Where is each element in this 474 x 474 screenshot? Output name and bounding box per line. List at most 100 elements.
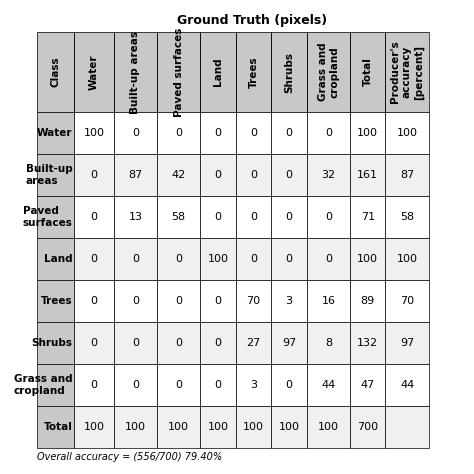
Bar	[37, 364, 74, 406]
Bar	[385, 154, 428, 196]
Bar	[307, 238, 350, 280]
Text: Trees: Trees	[248, 56, 258, 88]
Text: 132: 132	[357, 338, 378, 348]
Text: 0: 0	[175, 380, 182, 390]
Bar	[350, 280, 385, 322]
Bar	[236, 196, 271, 238]
Text: Total: Total	[363, 57, 373, 86]
Text: 0: 0	[325, 254, 332, 264]
Bar	[201, 154, 236, 196]
Bar	[271, 112, 307, 154]
Text: Grass and
cropland: Grass and cropland	[14, 374, 73, 396]
Text: 0: 0	[91, 170, 98, 180]
Bar	[385, 322, 428, 364]
Bar	[201, 32, 236, 112]
Bar	[74, 238, 114, 280]
Text: 100: 100	[397, 254, 418, 264]
Text: 0: 0	[285, 254, 292, 264]
Text: 0: 0	[132, 338, 139, 348]
Bar	[236, 364, 271, 406]
Bar	[350, 32, 385, 112]
Text: Ground Truth (pixels): Ground Truth (pixels)	[176, 14, 327, 27]
Bar	[201, 112, 236, 154]
Bar	[201, 406, 236, 448]
Bar	[74, 196, 114, 238]
Text: Overall accuracy = (556/700) 79.40%: Overall accuracy = (556/700) 79.40%	[37, 452, 222, 462]
Text: 100: 100	[357, 254, 378, 264]
Text: 0: 0	[91, 380, 98, 390]
Text: Paved
surfaces: Paved surfaces	[23, 206, 73, 228]
Text: 0: 0	[91, 254, 98, 264]
Bar	[307, 280, 350, 322]
Bar	[114, 364, 157, 406]
Text: 0: 0	[175, 254, 182, 264]
Bar	[350, 364, 385, 406]
Text: 87: 87	[128, 170, 143, 180]
Bar	[37, 406, 74, 448]
Text: Land: Land	[213, 58, 223, 86]
Bar	[114, 32, 157, 112]
Bar	[37, 322, 74, 364]
Bar	[157, 112, 201, 154]
Text: Built-up
areas: Built-up areas	[26, 164, 73, 186]
Text: 0: 0	[175, 338, 182, 348]
Text: 0: 0	[215, 212, 222, 222]
Bar	[74, 32, 114, 112]
Bar	[201, 196, 236, 238]
Bar	[307, 32, 350, 112]
Text: 44: 44	[400, 380, 414, 390]
Bar	[37, 196, 74, 238]
Text: 0: 0	[325, 212, 332, 222]
Bar	[114, 322, 157, 364]
Bar	[385, 280, 428, 322]
Bar	[201, 322, 236, 364]
Text: 0: 0	[250, 254, 257, 264]
Bar	[201, 238, 236, 280]
Bar	[307, 154, 350, 196]
Text: 100: 100	[168, 422, 189, 432]
Text: 100: 100	[357, 128, 378, 138]
Bar	[385, 238, 428, 280]
Text: Water: Water	[89, 54, 99, 90]
Text: 0: 0	[250, 128, 257, 138]
Bar	[236, 32, 271, 112]
Bar	[350, 154, 385, 196]
Text: 100: 100	[208, 422, 228, 432]
Text: 70: 70	[400, 296, 414, 306]
Bar	[37, 32, 428, 112]
Text: 97: 97	[400, 338, 414, 348]
Text: Trees: Trees	[41, 296, 73, 306]
Text: 47: 47	[361, 380, 375, 390]
Bar	[307, 406, 350, 448]
Bar	[74, 406, 114, 448]
Text: 0: 0	[132, 254, 139, 264]
Bar	[236, 154, 271, 196]
Bar	[74, 364, 114, 406]
Bar	[157, 154, 201, 196]
Bar	[350, 196, 385, 238]
Text: Paved surfaces: Paved surfaces	[174, 27, 184, 117]
Bar	[350, 406, 385, 448]
Text: 0: 0	[285, 128, 292, 138]
Text: 0: 0	[91, 212, 98, 222]
Bar	[236, 238, 271, 280]
Text: 8: 8	[325, 338, 332, 348]
Bar	[236, 112, 271, 154]
Text: 0: 0	[215, 128, 222, 138]
Bar	[157, 280, 201, 322]
Text: 100: 100	[397, 128, 418, 138]
Text: 0: 0	[132, 128, 139, 138]
Bar	[385, 196, 428, 238]
Text: 100: 100	[83, 128, 105, 138]
Bar	[307, 112, 350, 154]
Text: 100: 100	[278, 422, 300, 432]
Text: 0: 0	[175, 128, 182, 138]
Text: 0: 0	[250, 170, 257, 180]
Bar	[157, 406, 201, 448]
Bar	[307, 364, 350, 406]
Bar	[37, 280, 74, 322]
Text: 100: 100	[125, 422, 146, 432]
Text: Class: Class	[51, 57, 61, 87]
Bar	[236, 280, 271, 322]
Bar	[37, 238, 74, 280]
